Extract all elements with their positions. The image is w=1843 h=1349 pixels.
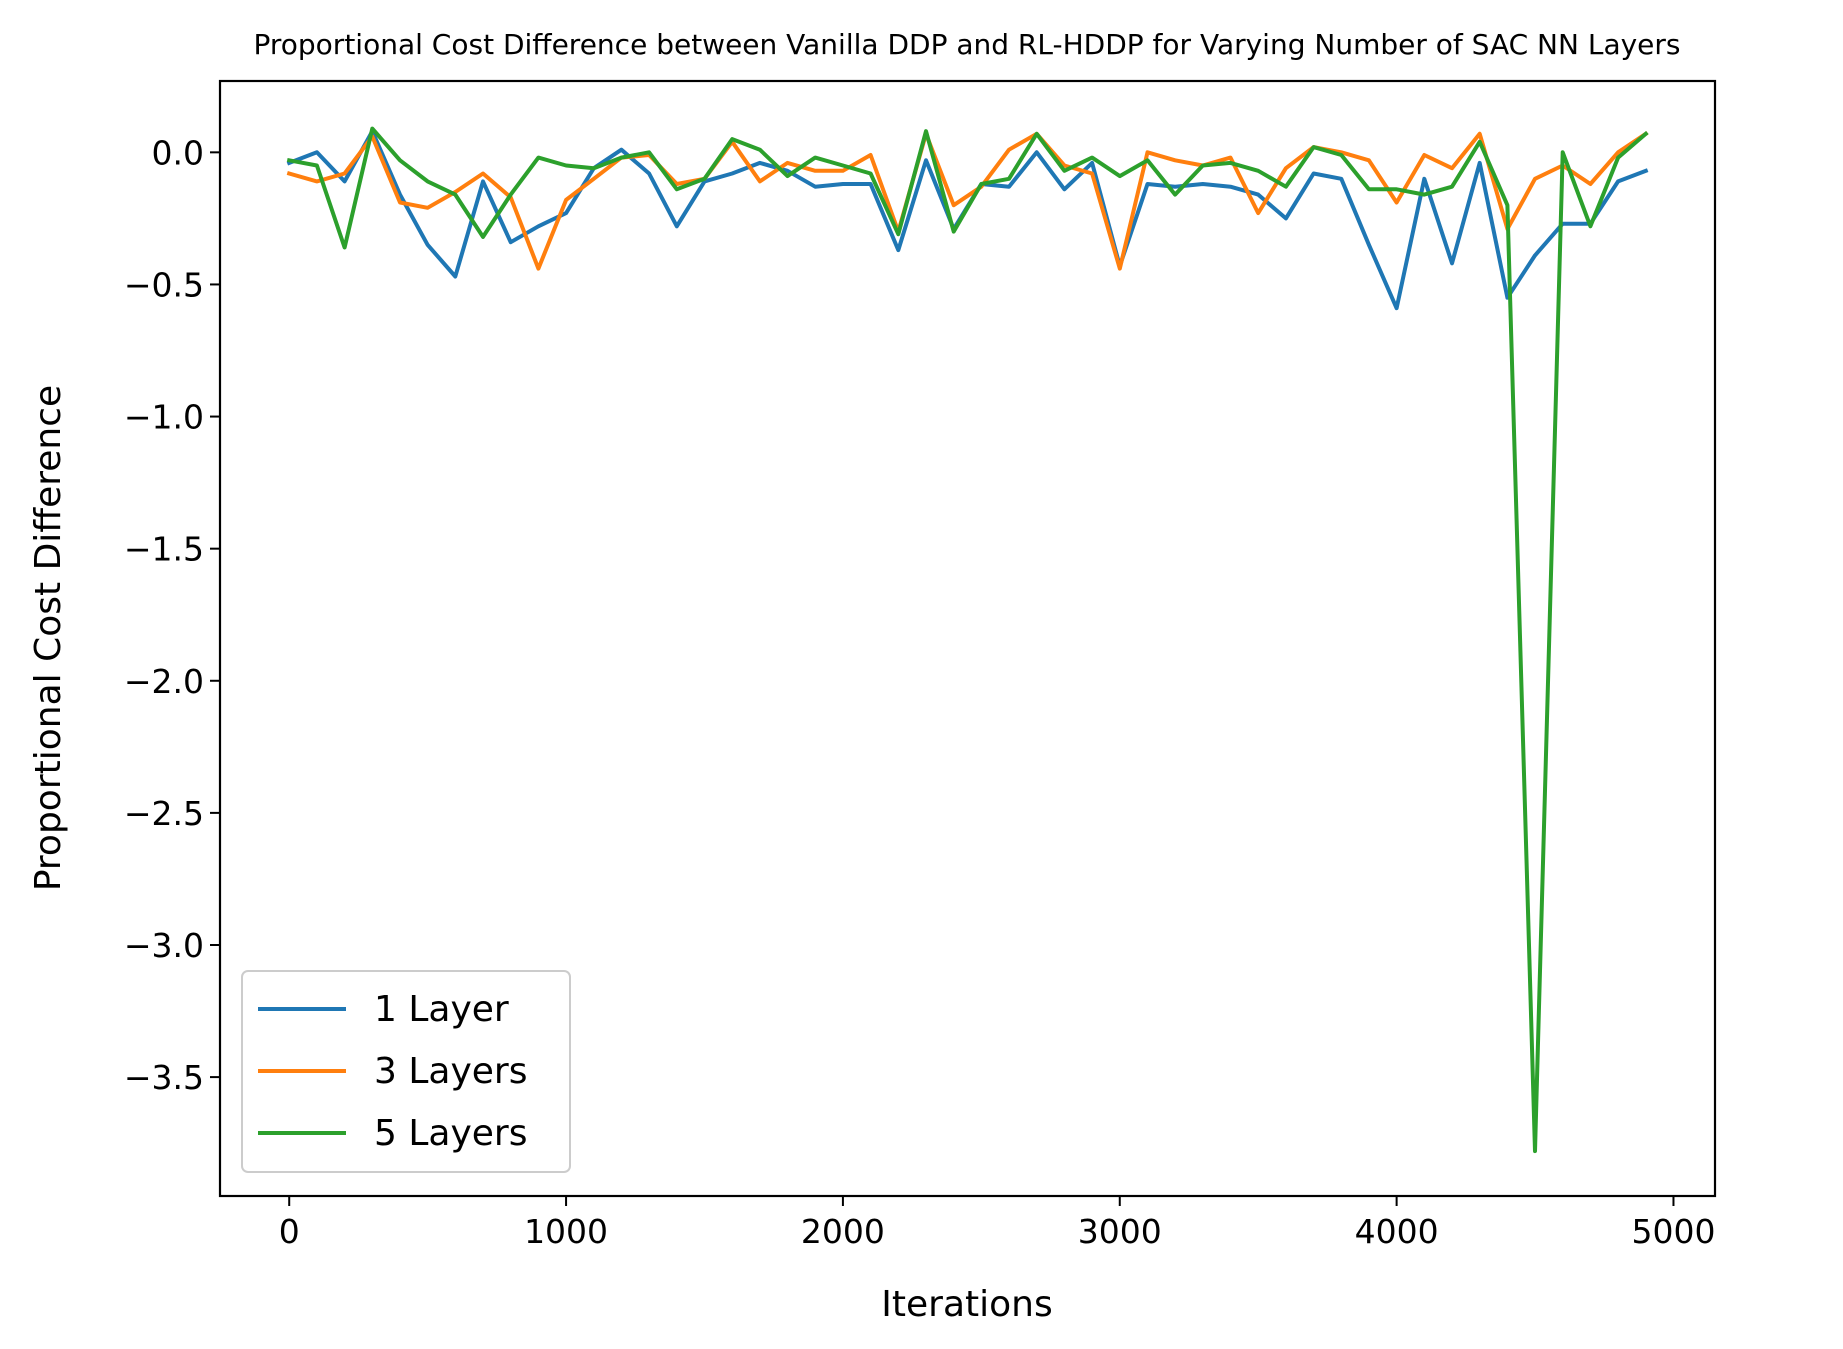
x-tick-label: 2000 [801, 1212, 885, 1251]
y-tick-label: −3.5 [124, 1058, 204, 1097]
y-tick-label: −2.5 [124, 794, 204, 833]
x-tick-label: 3000 [1078, 1212, 1162, 1251]
x-axis-label: Iterations [881, 1284, 1052, 1325]
legend-label-1: 1 Layer [374, 989, 509, 1030]
legend-box [241, 970, 571, 1173]
legend-label-3: 5 Layers [374, 1113, 527, 1154]
x-tick-label: 0 [279, 1212, 300, 1251]
y-tick-label: −3.0 [124, 926, 204, 965]
y-tick-label: −1.0 [124, 398, 204, 437]
y-axis-ticks: 0.0 −0.5 −1.0 −1.5 −2.0 −2.5 −3.0 −3.5 [124, 133, 220, 1097]
y-axis-label: Proportional Cost Difference [28, 385, 69, 891]
plot-frame [218, 79, 1717, 1198]
legend: 1 Layer 3 Layers 5 Layers [241, 970, 571, 1173]
x-axis-ticks: 0 1000 2000 3000 4000 5000 [279, 1196, 1715, 1251]
series-line-2 [286, 131, 1649, 271]
x-tick-label: 4000 [1355, 1212, 1439, 1251]
series-line-3 [286, 126, 1649, 1154]
legend-label-2: 3 Layers [374, 1051, 527, 1092]
x-tick-label: 5000 [1631, 1212, 1715, 1251]
y-tick-label: −0.5 [124, 265, 204, 304]
y-tick-label: −1.5 [124, 530, 204, 569]
chart-title: Proportional Cost Difference between Van… [253, 28, 1680, 61]
y-tick-label: 0.0 [152, 133, 204, 172]
x-tick-label: 1000 [524, 1212, 608, 1251]
series-layer [286, 126, 1649, 1154]
y-tick-label: −2.0 [124, 662, 204, 701]
